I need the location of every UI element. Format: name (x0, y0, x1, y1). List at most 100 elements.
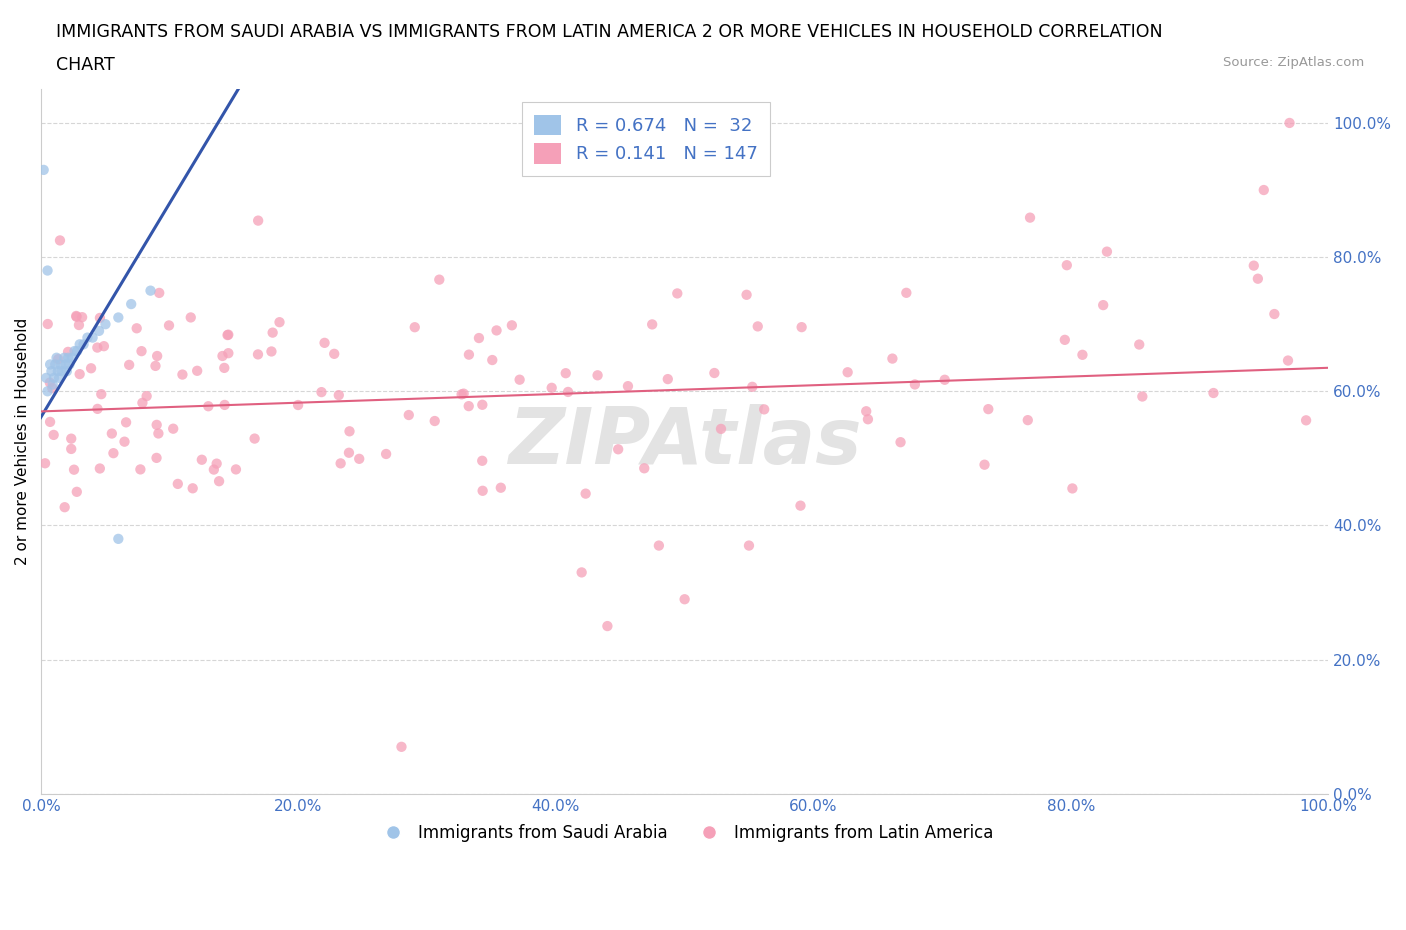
Point (427, 272, 450, 287)
Point (1092, 298, 1115, 312)
Point (39, 357, 62, 372)
Point (328, 388, 350, 403)
Point (855, 404, 877, 418)
Point (423, 414, 446, 429)
Point (166, 476, 188, 491)
Point (76, 330, 98, 345)
Point (82, 330, 104, 345)
Point (882, 352, 904, 366)
Point (49, 357, 72, 372)
Point (118, 357, 141, 372)
Point (80, 361, 103, 376)
Point (35, 370, 58, 385)
Point (896, 286, 918, 300)
Point (42, 370, 65, 385)
Point (145, 358, 167, 373)
Point (1277, 353, 1299, 368)
Point (247, 213, 270, 228)
Point (63, 343, 86, 358)
Point (120, 297, 142, 312)
Point (45, 351, 67, 365)
Point (856, 412, 879, 427)
Point (37, 263, 59, 278)
Point (63, 462, 86, 477)
Point (485, 323, 508, 338)
Point (214, 397, 236, 412)
Point (217, 327, 239, 342)
Point (1243, 259, 1265, 273)
Point (87, 324, 110, 339)
Point (243, 432, 266, 446)
Point (246, 347, 269, 362)
Point (557, 384, 579, 399)
Point (217, 346, 239, 361)
Point (32, 163, 55, 178)
Point (65, 309, 87, 324)
Point (89, 311, 111, 325)
Point (135, 389, 157, 404)
Point (904, 377, 927, 392)
Point (471, 397, 494, 412)
Point (86, 340, 108, 355)
Point (114, 434, 136, 449)
Point (197, 399, 219, 414)
Point (509, 372, 531, 387)
Point (180, 310, 202, 325)
Point (48, 370, 70, 385)
Point (375, 446, 398, 461)
Text: ZIPAtlas: ZIPAtlas (508, 404, 862, 480)
Point (633, 461, 655, 476)
Point (41, 380, 63, 395)
Point (181, 481, 204, 496)
Point (107, 310, 129, 325)
Point (157, 318, 180, 333)
Point (148, 286, 170, 300)
Point (66, 485, 89, 499)
Point (72, 337, 94, 352)
Point (398, 407, 420, 422)
Point (489, 480, 512, 495)
Point (56, 351, 79, 365)
Point (51, 364, 73, 379)
Point (596, 618, 619, 633)
Point (211, 349, 233, 364)
Point (607, 442, 630, 457)
Point (481, 352, 503, 367)
Point (471, 484, 494, 498)
Point (347, 451, 370, 466)
Y-axis label: 2 or more Vehicles in Household: 2 or more Vehicles in Household (15, 318, 30, 565)
Point (1056, 258, 1078, 272)
Point (329, 456, 352, 471)
Point (1128, 337, 1150, 352)
Point (735, 287, 758, 302)
Point (571, 565, 593, 579)
Point (56, 364, 79, 379)
Point (94, 317, 117, 332)
Point (468, 330, 491, 345)
Point (65, 310, 87, 325)
Point (60, 442, 83, 457)
Point (471, 453, 494, 468)
Point (214, 361, 236, 376)
Point (554, 365, 576, 380)
Point (217, 327, 239, 342)
Point (69, 337, 91, 352)
Point (125, 321, 148, 336)
Point (890, 434, 912, 449)
Point (934, 372, 956, 387)
Point (977, 402, 1000, 417)
Point (93, 339, 115, 353)
Point (39, 415, 62, 430)
Point (145, 418, 167, 432)
Point (738, 538, 761, 553)
Point (1062, 481, 1084, 496)
Point (53, 499, 76, 514)
Point (747, 319, 769, 334)
Point (42, 428, 65, 443)
Point (648, 538, 671, 553)
Point (38, 375, 60, 390)
Point (1263, 307, 1285, 322)
Point (575, 486, 598, 501)
Point (205, 457, 228, 472)
Point (56, 344, 79, 359)
